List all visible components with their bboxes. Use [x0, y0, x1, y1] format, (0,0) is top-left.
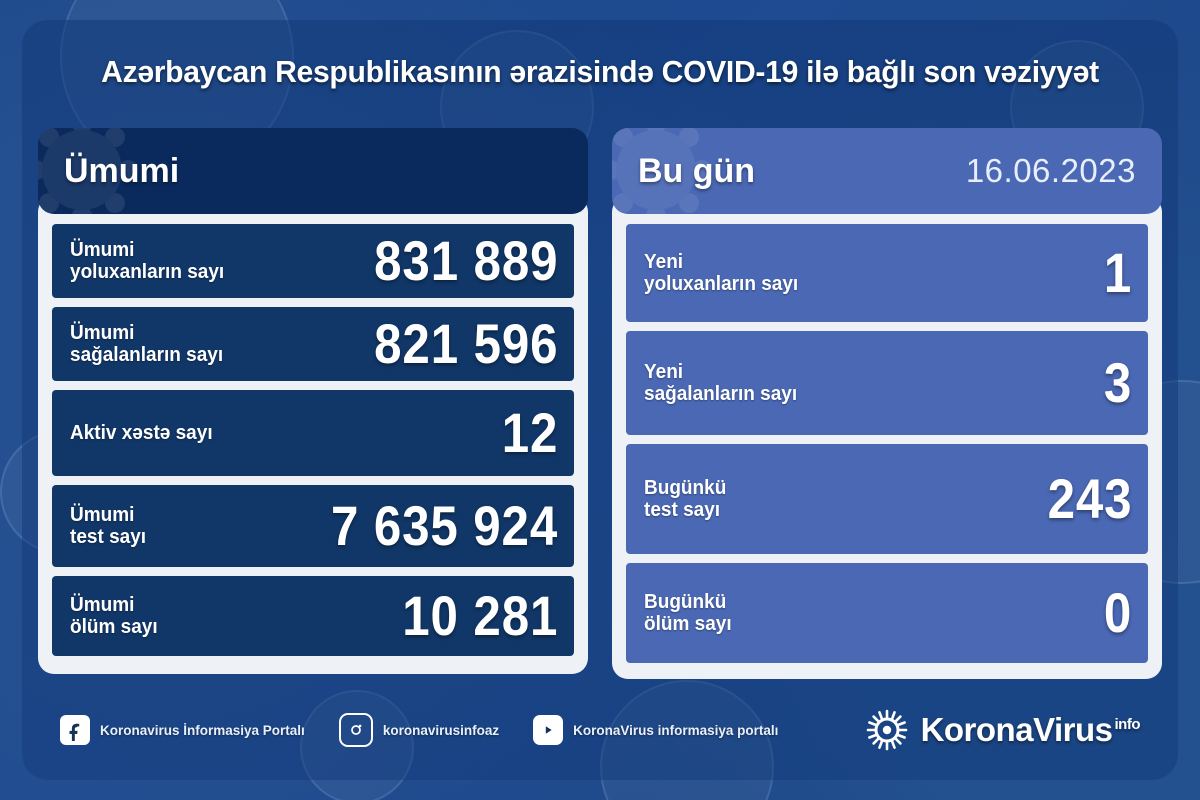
virus-icon	[42, 130, 122, 210]
virus-icon	[616, 130, 696, 210]
stat-label: Yeni sağalanların sayı	[644, 360, 798, 405]
stats-panels: Ümumi Ümumi yoluxanların sayı 831 889 Üm…	[38, 128, 1162, 679]
stat-label: Ümumi ölüm sayı	[70, 593, 158, 638]
footer-bar: Koronavirus İnformasiya Portalı koronavi…	[60, 704, 1140, 756]
stat-label: Ümumi test sayı	[70, 503, 147, 548]
stat-value: 0	[1103, 581, 1132, 644]
total-panel-title: Ümumi	[64, 151, 180, 190]
page-title: Azərbaycan Respublikasının ərazisində CO…	[101, 54, 1099, 89]
instagram-icon	[338, 713, 373, 747]
table-row: Aktiv xəstə sayı 12	[52, 390, 574, 476]
stat-label: Ümumi sağalanların sayı	[70, 321, 224, 366]
youtube-link[interactable]: KoronaVirus informasiya portalı	[533, 715, 778, 745]
stat-value: 7 635 924	[330, 494, 558, 557]
virus-sunburst-icon	[866, 709, 907, 751]
table-row: Ümumi ölüm sayı 10 281	[52, 576, 574, 656]
stat-value: 12	[501, 401, 558, 464]
total-panel-body: Ümumi yoluxanların sayı 831 889 Ümumi sa…	[38, 196, 588, 674]
facebook-label: Koronavirus İnformasiya Portalı	[100, 722, 305, 738]
youtube-label: KoronaVirus informasiya portalı	[573, 722, 779, 738]
instagram-link[interactable]: koronavirusinfoaz	[338, 713, 500, 747]
koronavirus-info-logo[interactable]: KoronaVirus info	[865, 708, 1140, 752]
stat-label: Aktiv xəstə sayı	[70, 421, 213, 444]
stat-label: Ümumi yoluxanların sayı	[70, 238, 225, 283]
stat-value: 821 596	[373, 312, 558, 375]
stat-label: Bugünkü test sayı	[644, 476, 727, 521]
table-row: Yeni sağalanların sayı 3	[626, 331, 1148, 435]
table-row: Ümumi test sayı 7 635 924	[52, 485, 574, 567]
stat-label: Yeni yoluxanların sayı	[644, 250, 799, 295]
stat-value: 831 889	[373, 229, 558, 292]
brand-name-part2: Virus	[1033, 711, 1113, 748]
table-row: Bugünkü ölüm sayı 0	[626, 563, 1148, 663]
brand-superscript: info	[1114, 716, 1141, 733]
total-panel: Ümumi Ümumi yoluxanların sayı 831 889 Üm…	[38, 128, 588, 679]
instagram-label: koronavirusinfoaz	[382, 722, 500, 738]
today-panel-title: Bu gün	[638, 151, 756, 190]
table-row: Bugünkü test sayı 243	[626, 444, 1148, 554]
brand-wordmark: KoronaVirus info	[920, 711, 1141, 749]
report-date: 16.06.2023	[965, 152, 1136, 189]
stat-value: 3	[1103, 351, 1132, 414]
main-card: Azərbaycan Respublikasının ərazisində CO…	[22, 20, 1178, 780]
table-row: Ümumi sağalanların sayı 821 596	[52, 307, 574, 381]
today-panel-body: Yeni yoluxanların sayı 1 Yeni sağalanlar…	[612, 196, 1162, 679]
brand-name-part1: Korona	[920, 711, 1034, 748]
youtube-icon	[533, 715, 564, 745]
today-panel: Bu gün 16.06.2023 Yeni yoluxanların sayı…	[612, 128, 1162, 679]
facebook-link[interactable]: Koronavirus İnformasiya Portalı	[60, 715, 305, 745]
total-panel-header: Ümumi	[38, 128, 588, 214]
stat-value: 10 281	[401, 584, 558, 647]
stat-label: Bugünkü ölüm sayı	[644, 590, 732, 635]
facebook-icon	[60, 715, 90, 745]
table-row: Yeni yoluxanların sayı 1	[626, 224, 1148, 322]
today-panel-header: Bu gün 16.06.2023	[612, 128, 1162, 214]
stat-value: 243	[1047, 467, 1132, 530]
table-row: Ümumi yoluxanların sayı 831 889	[52, 224, 574, 298]
stat-value: 1	[1103, 241, 1132, 304]
